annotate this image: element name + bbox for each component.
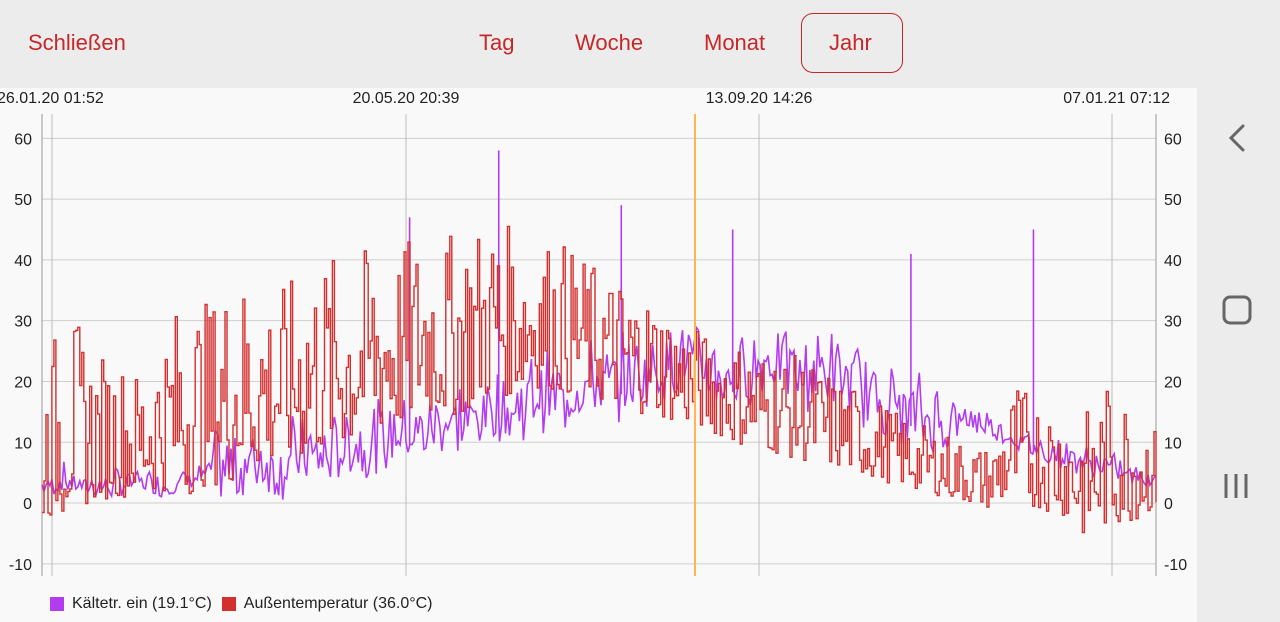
- y-tick-label-right: 0: [1164, 496, 1173, 513]
- x-tick-label: 26.01.20 01:52: [0, 90, 104, 107]
- tab-year[interactable]: [801, 13, 903, 73]
- series-line-aussentemperatur: [42, 225, 1157, 534]
- legend-item-aussentemperatur: Außentemperatur (36.0°C): [221, 595, 433, 613]
- y-tick-label-left: 0: [23, 496, 32, 513]
- legend-swatch-purple: [50, 597, 64, 611]
- y-tick-label-left: 50: [14, 192, 32, 209]
- y-tick-label-left: 10: [14, 435, 32, 452]
- y-tick-label-right: 20: [1164, 374, 1182, 391]
- x-tick-label: 07.01.21 07:12: [1063, 90, 1170, 107]
- tab-month[interactable]: Monat: [704, 30, 766, 55]
- y-tick-label-left: 20: [14, 374, 32, 391]
- system-nav-bar: [1197, 0, 1280, 622]
- y-tick-label-left: -10: [9, 557, 32, 574]
- home-icon[interactable]: [1197, 290, 1280, 335]
- legend-label: Außentemperatur (36.0°C): [243, 595, 433, 612]
- y-tick-label-right: -10: [1164, 557, 1187, 574]
- close-button[interactable]: Schließen: [28, 30, 126, 55]
- chart-area[interactable]: -10 -10 0 0 10 10 20 20 30 30 40 40 50 50 60 60 26.01.20…: [0, 88, 1197, 622]
- y-tick-label-right: 30: [1164, 314, 1182, 331]
- y-tick-label-right: 50: [1164, 192, 1182, 209]
- legend-item-kaeltetraeger: Kältetr. ein (19.1°C): [50, 595, 212, 613]
- legend-swatch-red: [221, 597, 236, 611]
- recents-icon[interactable]: [1197, 466, 1280, 511]
- y-tick-label-right: 10: [1164, 435, 1182, 452]
- tab-week[interactable]: Woche: [575, 30, 644, 55]
- legend-label: Kältetr. ein (19.1°C): [72, 595, 212, 612]
- y-tick-label-right: 40: [1164, 253, 1182, 270]
- y-tick-label-left: 30: [14, 314, 32, 331]
- x-tick-label: 13.09.20 14:26: [706, 90, 813, 107]
- top-toolbar: Schließen Tag Woche Monat Jahr: [0, 0, 1197, 88]
- back-icon[interactable]: [1197, 118, 1280, 163]
- tab-year-label[interactable]: Jahr: [829, 30, 872, 55]
- y-tick-label-left: 40: [14, 253, 32, 270]
- temperature-chart[interactable]: -10 -10 0 0 10 10 20 20 30 30 40 40 50 50 60 60 26.01.20…: [0, 88, 1197, 622]
- chart-legend: Kältetr. ein (19.1°C) Außentemperatur (3…: [50, 595, 443, 613]
- y-tick-label-left: 60: [14, 131, 32, 148]
- y-tick-label-right: 60: [1164, 131, 1182, 148]
- x-tick-label: 20.05.20 20:39: [353, 90, 460, 107]
- tab-day[interactable]: Tag: [479, 30, 515, 55]
